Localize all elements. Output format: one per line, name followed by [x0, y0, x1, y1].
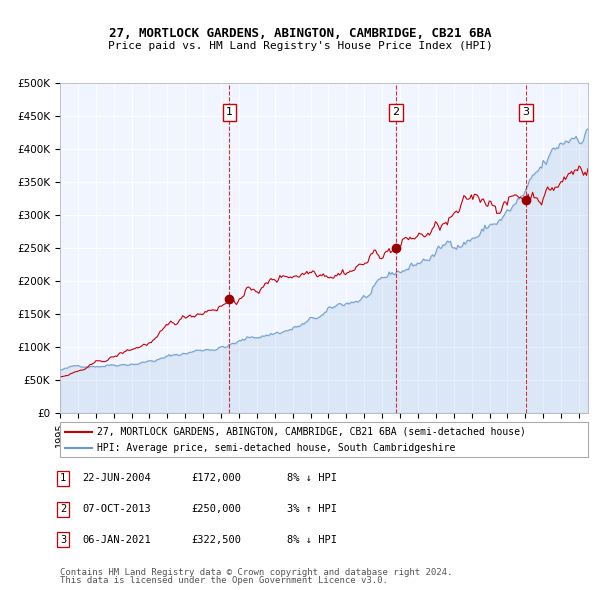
Text: 06-JAN-2021: 06-JAN-2021	[83, 535, 151, 545]
Text: 3% ↑ HPI: 3% ↑ HPI	[287, 504, 337, 514]
Text: 8% ↓ HPI: 8% ↓ HPI	[287, 535, 337, 545]
Text: HPI: Average price, semi-detached house, South Cambridgeshire: HPI: Average price, semi-detached house,…	[97, 444, 455, 453]
Text: £172,000: £172,000	[191, 474, 241, 483]
Text: 22-JUN-2004: 22-JUN-2004	[83, 474, 151, 483]
Text: 1: 1	[60, 474, 66, 483]
Text: This data is licensed under the Open Government Licence v3.0.: This data is licensed under the Open Gov…	[60, 576, 388, 585]
Text: 27, MORTLOCK GARDENS, ABINGTON, CAMBRIDGE, CB21 6BA: 27, MORTLOCK GARDENS, ABINGTON, CAMBRIDG…	[109, 27, 491, 40]
Text: £250,000: £250,000	[191, 504, 241, 514]
Text: 07-OCT-2013: 07-OCT-2013	[83, 504, 151, 514]
Text: 8% ↓ HPI: 8% ↓ HPI	[287, 474, 337, 483]
Text: 3: 3	[60, 535, 66, 545]
Text: Price paid vs. HM Land Registry's House Price Index (HPI): Price paid vs. HM Land Registry's House …	[107, 41, 493, 51]
Text: 2: 2	[60, 504, 66, 514]
Text: 27, MORTLOCK GARDENS, ABINGTON, CAMBRIDGE, CB21 6BA (semi-detached house): 27, MORTLOCK GARDENS, ABINGTON, CAMBRIDG…	[97, 427, 526, 437]
FancyBboxPatch shape	[60, 422, 588, 457]
Text: 2: 2	[392, 107, 400, 117]
Text: 3: 3	[522, 107, 529, 117]
Text: Contains HM Land Registry data © Crown copyright and database right 2024.: Contains HM Land Registry data © Crown c…	[60, 568, 452, 577]
Text: £322,500: £322,500	[191, 535, 241, 545]
Text: 1: 1	[226, 107, 233, 117]
